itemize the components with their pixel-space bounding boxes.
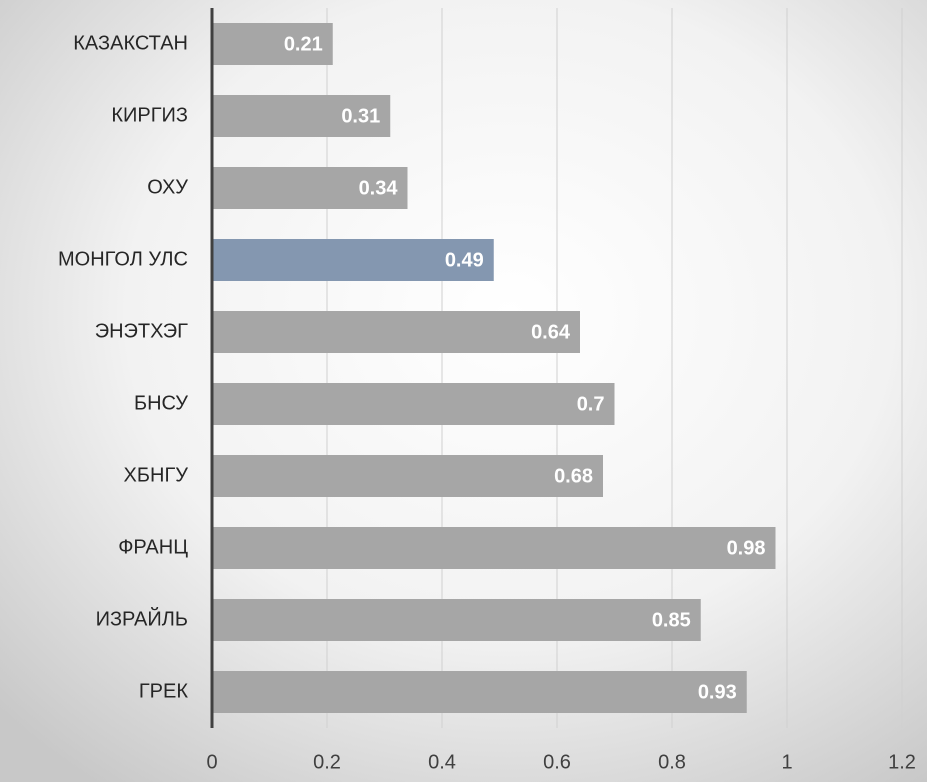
bar <box>212 527 776 569</box>
value-label: 0.64 <box>531 321 571 343</box>
bar <box>212 239 494 281</box>
bar <box>212 671 747 713</box>
value-label: 0.93 <box>698 681 737 703</box>
x-tick-label: 0 <box>206 751 217 773</box>
y-tick-label: МОНГОЛ УЛС <box>58 248 188 270</box>
y-tick-label: ГРЕК <box>139 680 189 702</box>
bar <box>212 23 333 65</box>
y-tick-label: ОХУ <box>147 176 188 198</box>
y-tick-label: ИЗРАЙЛЬ <box>96 606 188 630</box>
bar <box>212 455 603 497</box>
y-tick-label: ФРАНЦ <box>118 536 188 558</box>
y-tick-label: КАЗАКСТАН <box>73 32 188 54</box>
value-label: 0.68 <box>554 465 593 487</box>
value-label: 0.7 <box>577 393 605 415</box>
value-label: 0.34 <box>359 177 399 199</box>
bar <box>212 383 615 425</box>
y-tick-label: КИРГИЗ <box>111 104 188 126</box>
value-label: 0.98 <box>727 537 766 559</box>
value-label: 0.85 <box>652 609 691 631</box>
x-tick-label: 0.2 <box>313 751 341 773</box>
bar <box>212 311 580 353</box>
x-tick-label: 0.8 <box>658 751 686 773</box>
bar <box>212 95 391 137</box>
y-tick-label: БНСУ <box>134 392 188 414</box>
bar <box>212 599 701 641</box>
x-tick-label: 0.4 <box>428 751 456 773</box>
x-tick-label: 0.6 <box>543 751 571 773</box>
bar <box>212 167 408 209</box>
y-tick-label: ЭНЭТХЭГ <box>95 320 188 342</box>
value-label: 0.49 <box>445 249 484 271</box>
y-tick-label: ХБНГУ <box>124 464 189 486</box>
value-label: 0.31 <box>341 105 380 127</box>
value-label: 0.21 <box>284 33 323 55</box>
x-tick-label: 1 <box>781 751 792 773</box>
x-tick-label: 1.2 <box>888 751 916 773</box>
